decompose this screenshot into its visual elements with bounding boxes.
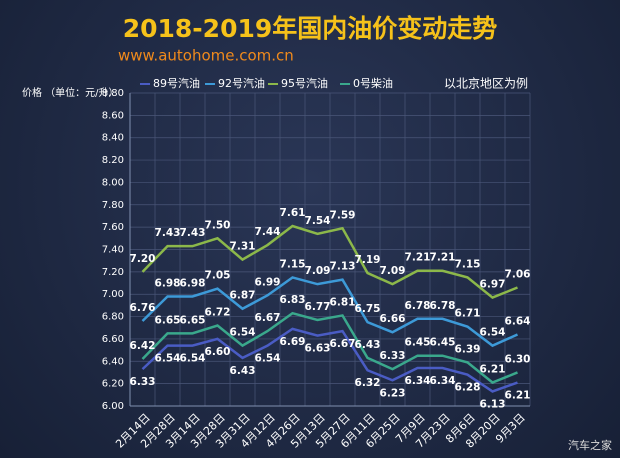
data-label: 6.65 — [155, 314, 181, 326]
y-tick-label: 8.00 — [102, 177, 124, 188]
data-label: 6.98 — [155, 277, 181, 289]
data-label: 7.15 — [280, 258, 306, 270]
y-tick-label: 8.20 — [102, 155, 124, 166]
data-label: 6.97 — [480, 279, 506, 291]
data-label: 6.43 — [230, 365, 256, 377]
chart-title: 2018-2019年国内油价变动走势 — [123, 14, 498, 43]
data-label: 7.43 — [180, 227, 206, 239]
data-label: 6.83 — [280, 294, 306, 306]
data-label: 6.67 — [255, 312, 281, 324]
data-label: 6.42 — [130, 340, 156, 352]
data-label: 7.61 — [280, 207, 306, 219]
annotation: 以北京地区为例 — [444, 77, 528, 91]
data-label: 6.45 — [405, 337, 431, 349]
y-tick-label: 6.00 — [102, 401, 124, 412]
data-label: 6.34 — [405, 375, 431, 387]
y-tick-label: 6.60 — [102, 334, 124, 345]
data-label: 6.69 — [280, 336, 306, 348]
data-label: 7.31 — [230, 241, 256, 253]
subtitle: www.autohome.com.cn — [118, 47, 294, 65]
data-label: 7.21 — [430, 252, 456, 264]
y-axis-label: 价格 （单位：元/升） — [22, 86, 119, 99]
data-label: 7.09 — [380, 265, 406, 277]
data-label: 6.33 — [380, 350, 406, 362]
data-label: 6.45 — [430, 337, 456, 349]
data-label: 6.39 — [455, 343, 481, 355]
data-label: 6.77 — [305, 301, 331, 313]
y-tick-label: 7.20 — [102, 267, 124, 278]
data-label: 6.54 — [155, 353, 181, 365]
data-label: 6.28 — [455, 382, 481, 394]
data-label: 6.75 — [355, 303, 381, 315]
data-label: 7.43 — [155, 227, 181, 239]
data-label: 6.76 — [130, 302, 156, 314]
data-label: 6.63 — [305, 343, 331, 355]
data-label: 7.44 — [255, 226, 281, 238]
legend-label: 92号汽油 — [218, 76, 265, 90]
data-label: 7.19 — [355, 254, 381, 266]
data-label: 6.30 — [505, 353, 531, 365]
data-label: 6.23 — [380, 387, 406, 399]
series-line — [141, 276, 519, 348]
legend-label: 0号柴油 — [353, 76, 393, 90]
data-label: 7.13 — [330, 261, 356, 273]
data-label: 6.81 — [330, 296, 356, 308]
data-label: 6.21 — [505, 390, 531, 402]
data-label: 7.21 — [405, 252, 431, 264]
y-tick-label: 6.40 — [102, 356, 124, 367]
y-tick-label: 7.80 — [102, 200, 124, 211]
data-label: 6.66 — [380, 313, 406, 325]
series-line — [141, 327, 518, 393]
data-label: 7.54 — [305, 215, 331, 227]
data-label: 6.54 — [180, 353, 206, 365]
data-label: 6.64 — [505, 315, 531, 327]
y-tick-label: 8.60 — [102, 110, 124, 121]
data-label: 7.09 — [305, 265, 331, 277]
data-label: 6.43 — [355, 339, 381, 351]
data-label: 6.78 — [430, 300, 456, 312]
data-label: 6.65 — [180, 314, 206, 326]
data-label: 6.72 — [205, 307, 231, 319]
watermark: 汽车之家 — [568, 438, 612, 452]
data-label: 6.54 — [480, 327, 506, 339]
legend-label: 95号汽油 — [281, 76, 328, 90]
data-label: 6.32 — [355, 377, 381, 389]
data-label: 6.98 — [180, 277, 206, 289]
data-label: 7.59 — [330, 209, 356, 221]
series-line — [141, 224, 518, 300]
data-label: 6.54 — [255, 353, 281, 365]
y-tick-label: 8.80 — [102, 88, 124, 99]
data-label: 6.34 — [430, 375, 456, 387]
y-tick-label: 7.40 — [102, 245, 124, 256]
data-label: 7.15 — [455, 258, 481, 270]
data-label: 6.60 — [205, 346, 231, 358]
legend-label: 89号汽油 — [153, 76, 200, 90]
data-label: 7.50 — [205, 219, 231, 231]
y-tick-label: 8.40 — [102, 133, 124, 144]
y-tick-label: 6.80 — [102, 312, 124, 323]
data-label: 6.21 — [480, 364, 506, 376]
y-tick-label: 7.00 — [102, 289, 124, 300]
data-label: 7.05 — [205, 270, 231, 282]
data-label: 6.71 — [455, 308, 481, 320]
data-label: 7.20 — [130, 253, 156, 265]
data-label: 6.87 — [230, 290, 256, 302]
data-label: 6.99 — [255, 276, 281, 288]
data-label: 6.13 — [480, 398, 506, 410]
data-label: 6.54 — [230, 327, 256, 339]
data-label: 6.33 — [130, 376, 156, 388]
y-tick-label: 7.60 — [102, 222, 124, 233]
y-tick-label: 6.20 — [102, 379, 124, 390]
series-line — [141, 311, 518, 384]
data-label: 7.06 — [505, 269, 531, 281]
data-label: 6.67 — [330, 338, 356, 350]
data-label: 6.78 — [405, 300, 431, 312]
